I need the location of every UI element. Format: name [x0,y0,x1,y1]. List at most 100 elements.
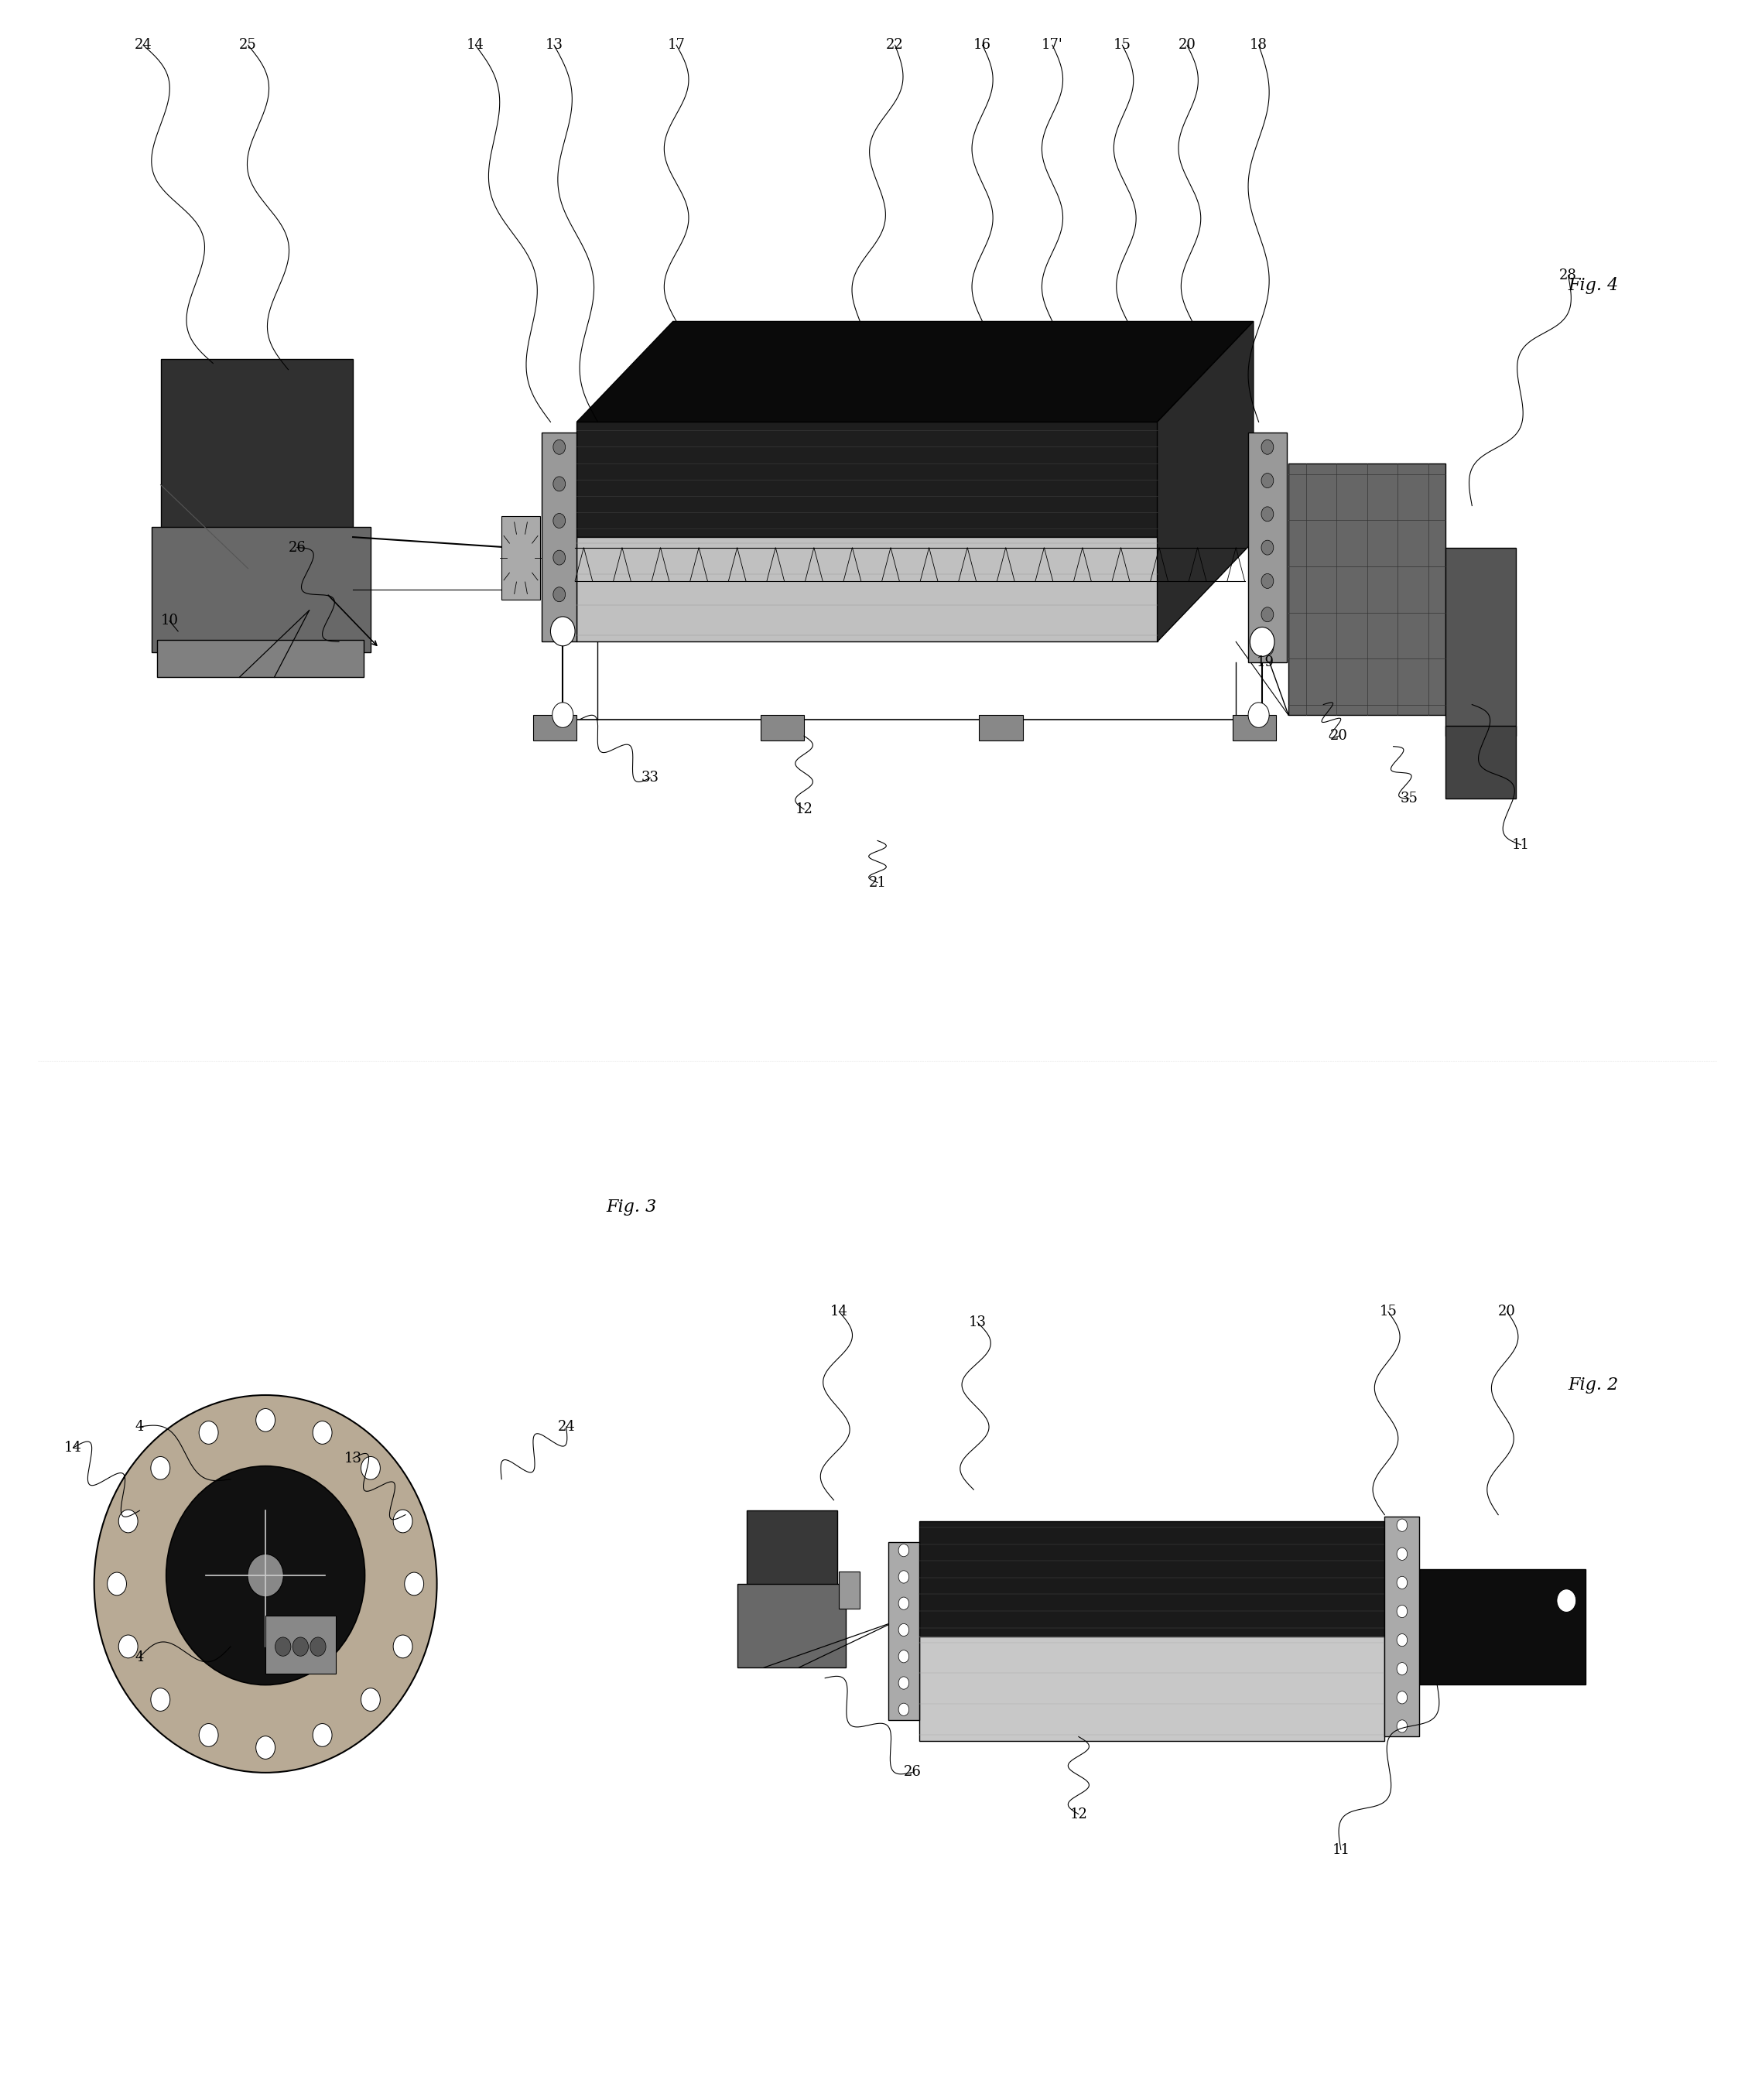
Circle shape [276,1638,291,1657]
Text: 14: 14 [467,38,484,53]
Ellipse shape [167,1466,365,1684]
FancyBboxPatch shape [737,1583,846,1667]
Circle shape [256,1409,276,1432]
Circle shape [899,1598,909,1611]
Circle shape [899,1623,909,1636]
Polygon shape [577,321,1253,422]
Circle shape [247,1554,283,1596]
Circle shape [1250,628,1274,657]
Text: 11: 11 [1332,1844,1350,1856]
Circle shape [553,512,565,527]
Circle shape [899,1703,909,1716]
FancyBboxPatch shape [1385,1516,1420,1737]
Circle shape [1262,506,1274,521]
Circle shape [1397,1604,1408,1617]
FancyBboxPatch shape [265,1615,335,1674]
Text: Fig. 2: Fig. 2 [1569,1376,1618,1394]
Text: 22: 22 [886,38,904,53]
Text: 20: 20 [1499,1304,1516,1319]
FancyBboxPatch shape [1288,464,1446,714]
Circle shape [553,550,565,565]
Text: 15: 15 [1113,38,1132,53]
Text: 17': 17' [1042,38,1064,53]
FancyBboxPatch shape [839,1571,860,1609]
Text: 26: 26 [288,540,305,554]
FancyBboxPatch shape [577,422,1157,538]
Text: 11: 11 [1513,838,1530,853]
Text: 20: 20 [1330,729,1348,743]
Circle shape [553,588,565,603]
Circle shape [1262,439,1274,454]
Circle shape [1262,640,1274,655]
Circle shape [312,1422,332,1445]
FancyBboxPatch shape [577,538,1157,643]
Circle shape [551,617,576,647]
Circle shape [553,439,565,454]
Text: Fig. 4: Fig. 4 [1569,277,1618,294]
Circle shape [311,1638,326,1657]
Text: 28: 28 [1560,269,1578,281]
Circle shape [151,1688,170,1712]
Circle shape [107,1573,126,1596]
Circle shape [119,1510,139,1533]
Circle shape [293,1638,309,1657]
FancyBboxPatch shape [979,714,1023,739]
Text: 26: 26 [904,1766,921,1779]
Text: 12: 12 [1071,1808,1088,1821]
Text: 13: 13 [546,38,563,53]
FancyBboxPatch shape [542,433,577,643]
Text: 24: 24 [558,1420,576,1434]
Circle shape [256,1737,276,1760]
FancyBboxPatch shape [888,1541,920,1720]
FancyBboxPatch shape [1232,714,1276,739]
Circle shape [1397,1690,1408,1703]
Circle shape [1397,1634,1408,1646]
Text: 4: 4 [135,1420,144,1434]
FancyBboxPatch shape [760,714,804,739]
FancyBboxPatch shape [920,1520,1385,1636]
Circle shape [404,1573,423,1596]
FancyBboxPatch shape [746,1510,837,1636]
Ellipse shape [95,1394,437,1772]
Circle shape [1397,1518,1408,1531]
Text: 19: 19 [1257,655,1274,670]
Text: 4: 4 [135,1651,144,1663]
Polygon shape [1157,321,1253,643]
Circle shape [899,1651,909,1663]
FancyBboxPatch shape [1446,724,1516,798]
Text: 15: 15 [1379,1304,1397,1319]
Text: 14: 14 [830,1304,848,1319]
Text: 14: 14 [65,1441,82,1455]
FancyBboxPatch shape [502,517,541,601]
Circle shape [1262,540,1274,554]
Circle shape [899,1544,909,1556]
Text: 10: 10 [160,613,179,628]
Text: 35: 35 [1400,792,1418,806]
Circle shape [393,1636,412,1659]
Circle shape [1397,1548,1408,1560]
Text: 17: 17 [667,38,684,53]
Circle shape [553,477,565,491]
FancyBboxPatch shape [920,1636,1385,1741]
Circle shape [198,1422,218,1445]
FancyBboxPatch shape [1248,433,1286,664]
Circle shape [362,1457,381,1480]
Circle shape [119,1636,139,1659]
Text: Fig. 3: Fig. 3 [607,1199,656,1216]
Circle shape [899,1676,909,1688]
FancyBboxPatch shape [161,359,353,590]
FancyBboxPatch shape [153,527,370,653]
Circle shape [1557,1590,1576,1613]
Text: 18: 18 [1250,38,1267,53]
Circle shape [1262,472,1274,487]
Circle shape [1397,1577,1408,1590]
Text: 13: 13 [344,1451,362,1466]
Circle shape [1248,704,1269,727]
Text: 12: 12 [795,802,813,817]
FancyBboxPatch shape [1446,548,1516,735]
Circle shape [1397,1720,1408,1733]
Circle shape [151,1457,170,1480]
Circle shape [1397,1663,1408,1676]
Text: 24: 24 [135,38,153,53]
Circle shape [312,1724,332,1747]
